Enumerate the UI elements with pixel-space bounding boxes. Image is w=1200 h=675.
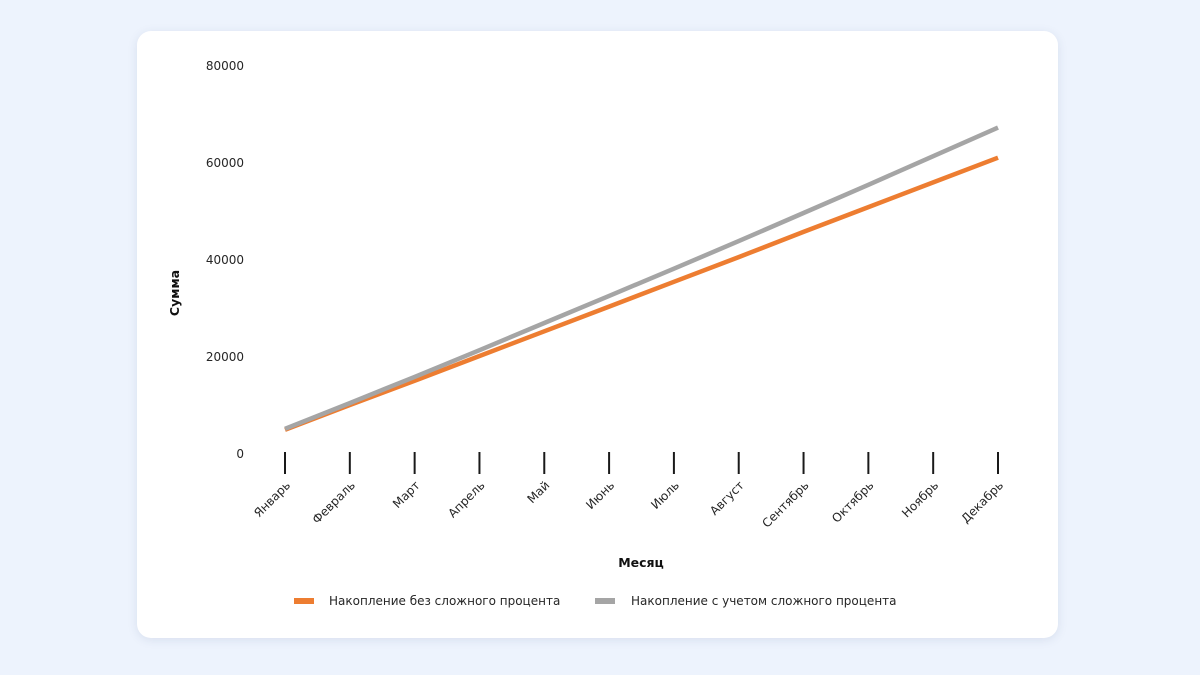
- x-tick-label: Февраль: [310, 478, 358, 526]
- chart-card: 0 20000 40000 60000 80000 Январь Февраль Март А…: [137, 31, 1058, 638]
- series-line-1: [284, 155, 999, 432]
- y-tick-label: 60000: [206, 156, 244, 170]
- y-tick-label: 80000: [206, 59, 244, 73]
- x-tick-label: Июнь: [583, 478, 617, 512]
- x-tick-label: Август: [707, 478, 747, 518]
- y-tick-label: 20000: [206, 350, 244, 364]
- y-axis-title: Сумма: [167, 270, 182, 316]
- line-chart: 0 20000 40000 60000 80000 Январь Февраль Март А…: [167, 59, 1006, 608]
- x-tick-label: Сентябрь: [759, 478, 811, 530]
- x-tick-label: Апрель: [445, 478, 487, 520]
- y-tick-label: 0: [236, 447, 244, 461]
- x-tick-label: Июль: [648, 478, 682, 512]
- x-tick-label: Ноябрь: [899, 478, 941, 520]
- y-tick-label: 40000: [206, 253, 244, 267]
- y-axis-ticks: 0 20000 40000 60000 80000: [206, 59, 244, 461]
- x-tick-label: Май: [524, 478, 552, 506]
- legend-label-1: Накопление без сложного процента: [329, 594, 560, 608]
- legend-label-2: Накопление с учетом сложного процента: [631, 594, 897, 608]
- x-axis-title: Месяц: [618, 555, 664, 570]
- x-tick-label: Март: [390, 478, 423, 511]
- x-axis: Январь Февраль Март Апрель Май Июнь Июль Август…: [251, 452, 1006, 530]
- x-tick-label: Январь: [251, 478, 293, 520]
- x-tick-label: Октябрь: [829, 478, 876, 525]
- series-lines: [284, 125, 999, 432]
- legend: Накопление без сложного процента Накоплен…: [294, 594, 897, 608]
- series-line-2: [284, 125, 999, 431]
- legend-swatch-1: [294, 598, 314, 604]
- x-tick-label: Декабрь: [958, 478, 1006, 526]
- legend-swatch-2: [595, 598, 615, 604]
